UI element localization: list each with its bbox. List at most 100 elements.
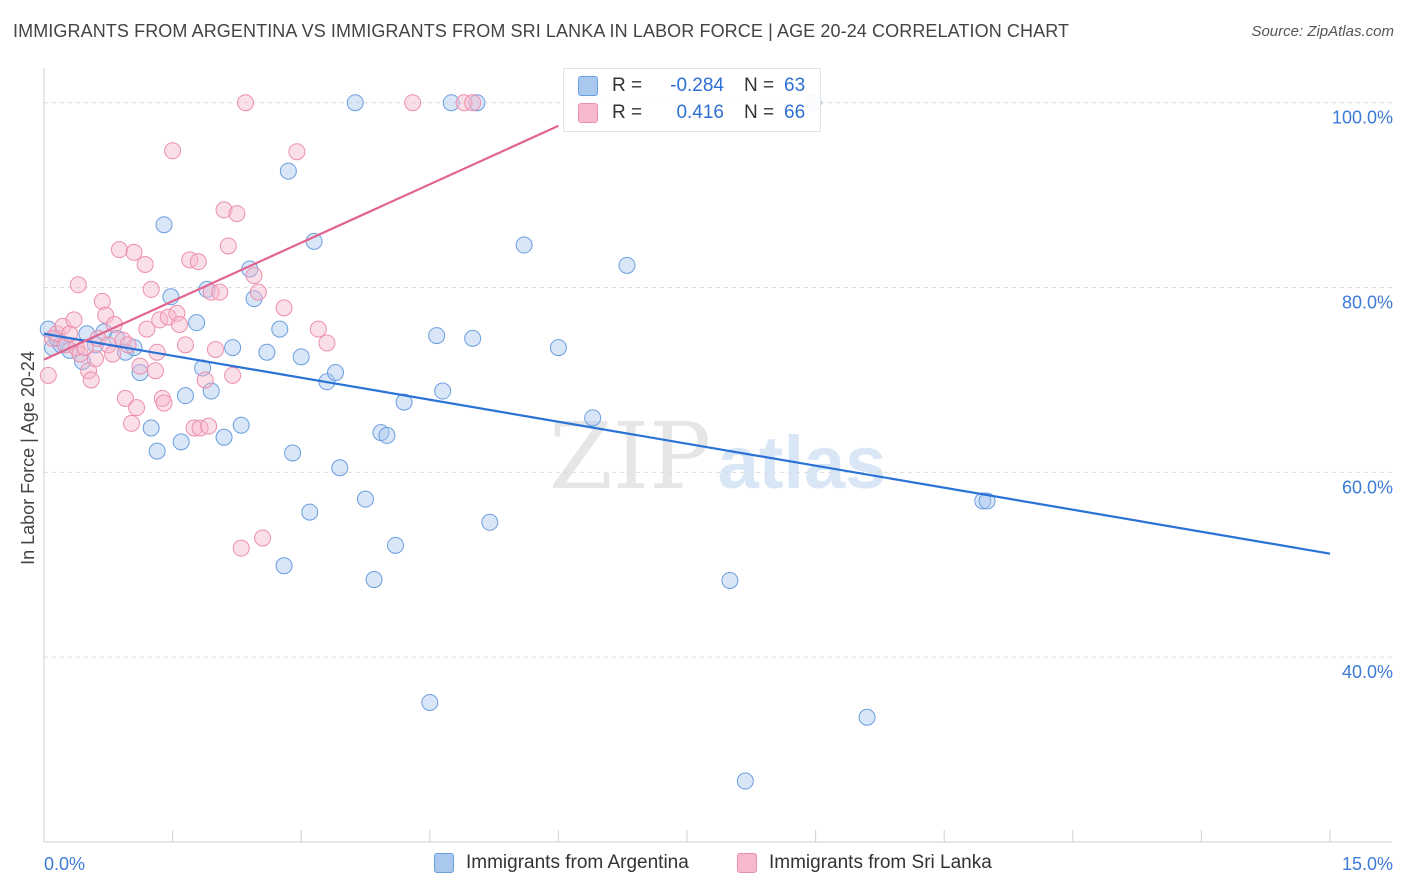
data-point-argentina xyxy=(275,557,293,575)
legend-row-argentina: R = -0.284 N = 63 xyxy=(578,73,805,99)
data-point-argentina xyxy=(736,772,754,790)
data-point-argentina xyxy=(395,393,413,411)
data-point-sri-lanka xyxy=(228,205,246,223)
data-point-sri-lanka xyxy=(39,366,57,384)
data-point-sri-lanka xyxy=(82,371,100,389)
data-point-sri-lanka xyxy=(189,253,207,271)
data-point-argentina xyxy=(464,329,482,347)
data-point-sri-lanka xyxy=(128,399,146,417)
legend-label-sri-lanka: Immigrants from Sri Lanka xyxy=(769,852,992,873)
legend-item-argentina[interactable]: Immigrants from Argentina xyxy=(434,852,689,874)
data-point-argentina xyxy=(326,364,344,382)
data-point-argentina xyxy=(215,428,233,446)
r-value: 0.416 xyxy=(676,102,724,123)
data-point-sri-lanka xyxy=(185,419,203,437)
data-point-sri-lanka xyxy=(232,539,250,557)
data-point-argentina xyxy=(155,216,173,234)
y-tick-label: 60.0% xyxy=(1342,477,1393,497)
data-point-sri-lanka xyxy=(93,292,111,310)
data-point-argentina xyxy=(387,536,405,554)
y-axis-label: In Labor Force | Age 20-24 xyxy=(18,351,38,565)
data-point-argentina xyxy=(481,513,499,531)
data-point-sri-lanka xyxy=(97,306,115,324)
data-point-argentina xyxy=(365,571,383,589)
data-point-sri-lanka xyxy=(196,371,214,389)
data-point-sri-lanka xyxy=(131,357,149,375)
data-point-sri-lanka xyxy=(224,366,242,384)
series-legend: Immigrants from Argentina Immigrants fro… xyxy=(0,852,1406,878)
data-point-sri-lanka xyxy=(86,350,104,368)
data-point-argentina xyxy=(357,490,374,508)
trend-lines xyxy=(43,124,1331,555)
n-label: N = xyxy=(744,102,775,123)
n-label: N = xyxy=(744,75,775,96)
data-point-sri-lanka xyxy=(125,243,143,261)
r-label: R = xyxy=(612,102,643,123)
legend-label-argentina: Immigrants from Argentina xyxy=(466,852,689,873)
grid-lines xyxy=(44,102,1392,658)
data-point-sri-lanka xyxy=(249,283,267,301)
data-point-argentina xyxy=(202,382,220,400)
data-point-sri-lanka xyxy=(142,280,160,298)
data-point-argentina xyxy=(142,419,160,437)
n-value: 63 xyxy=(784,75,806,96)
data-point-sri-lanka xyxy=(211,283,229,301)
data-point-argentina xyxy=(258,343,276,361)
data-point-argentina xyxy=(188,314,206,332)
data-point-argentina xyxy=(978,492,996,510)
data-point-argentina xyxy=(549,339,567,357)
data-point-argentina xyxy=(172,433,190,451)
data-point-sri-lanka xyxy=(254,529,272,547)
data-point-argentina xyxy=(378,426,396,444)
data-point-sri-lanka xyxy=(318,334,336,352)
sri-lanka-swatch xyxy=(737,853,757,873)
n-value: 66 xyxy=(784,102,806,123)
data-point-sri-lanka xyxy=(138,320,156,338)
data-point-sri-lanka xyxy=(236,94,254,112)
data-point-sri-lanka xyxy=(181,251,199,269)
data-point-argentina xyxy=(292,348,310,366)
data-point-sri-lanka xyxy=(104,345,122,363)
watermark-zip: ZIP xyxy=(549,403,711,510)
data-point-argentina xyxy=(271,320,289,338)
data-point-sri-lanka xyxy=(464,94,482,112)
legend-row-sri-lanka: R = 0.416 N = 66 xyxy=(578,100,805,126)
data-point-sri-lanka xyxy=(206,340,224,358)
data-point-sri-lanka xyxy=(65,311,83,329)
legend-item-sri-lanka[interactable]: Immigrants from Sri Lanka xyxy=(737,852,992,874)
data-point-argentina xyxy=(279,162,297,180)
data-point-sri-lanka xyxy=(191,419,209,437)
data-point-sri-lanka xyxy=(168,304,186,322)
data-point-argentina xyxy=(468,94,486,112)
data-point-sri-lanka xyxy=(146,362,164,380)
data-point-argentina xyxy=(232,416,250,434)
argentina-swatch xyxy=(434,853,454,873)
data-point-argentina xyxy=(421,693,439,711)
data-point-argentina xyxy=(434,382,452,400)
data-point-argentina xyxy=(346,94,364,112)
data-point-sri-lanka xyxy=(110,241,128,259)
sri-lanka-swatch xyxy=(578,103,598,123)
x-tick-label: 0.0% xyxy=(44,854,85,874)
data-point-sri-lanka xyxy=(164,142,182,160)
data-point-sri-lanka xyxy=(170,316,188,334)
chart-title: IMMIGRANTS FROM ARGENTINA VS IMMIGRANTS … xyxy=(13,21,1070,41)
x-tick-label: 15.0% xyxy=(1342,854,1393,874)
x-tick-labels: 0.0% 15.0% xyxy=(44,854,1393,874)
data-point-sri-lanka xyxy=(219,237,237,255)
data-point-argentina xyxy=(148,442,166,460)
data-point-sri-lanka xyxy=(122,414,140,432)
y-tick-label: 80.0% xyxy=(1342,293,1393,313)
data-point-argentina xyxy=(442,94,460,112)
stats-legend: R = -0.284 N = 63 R = 0.416 N = 66 xyxy=(563,68,821,132)
r-label: R = xyxy=(612,75,643,96)
data-point-argentina xyxy=(515,236,533,254)
data-point-sri-lanka xyxy=(136,255,154,273)
data-point-sri-lanka xyxy=(155,394,173,412)
trend-line-argentina xyxy=(43,332,1331,555)
data-point-sri-lanka xyxy=(116,389,134,407)
data-point-sri-lanka xyxy=(404,94,422,112)
data-point-sri-lanka xyxy=(245,267,263,285)
argentina-swatch xyxy=(578,76,598,96)
